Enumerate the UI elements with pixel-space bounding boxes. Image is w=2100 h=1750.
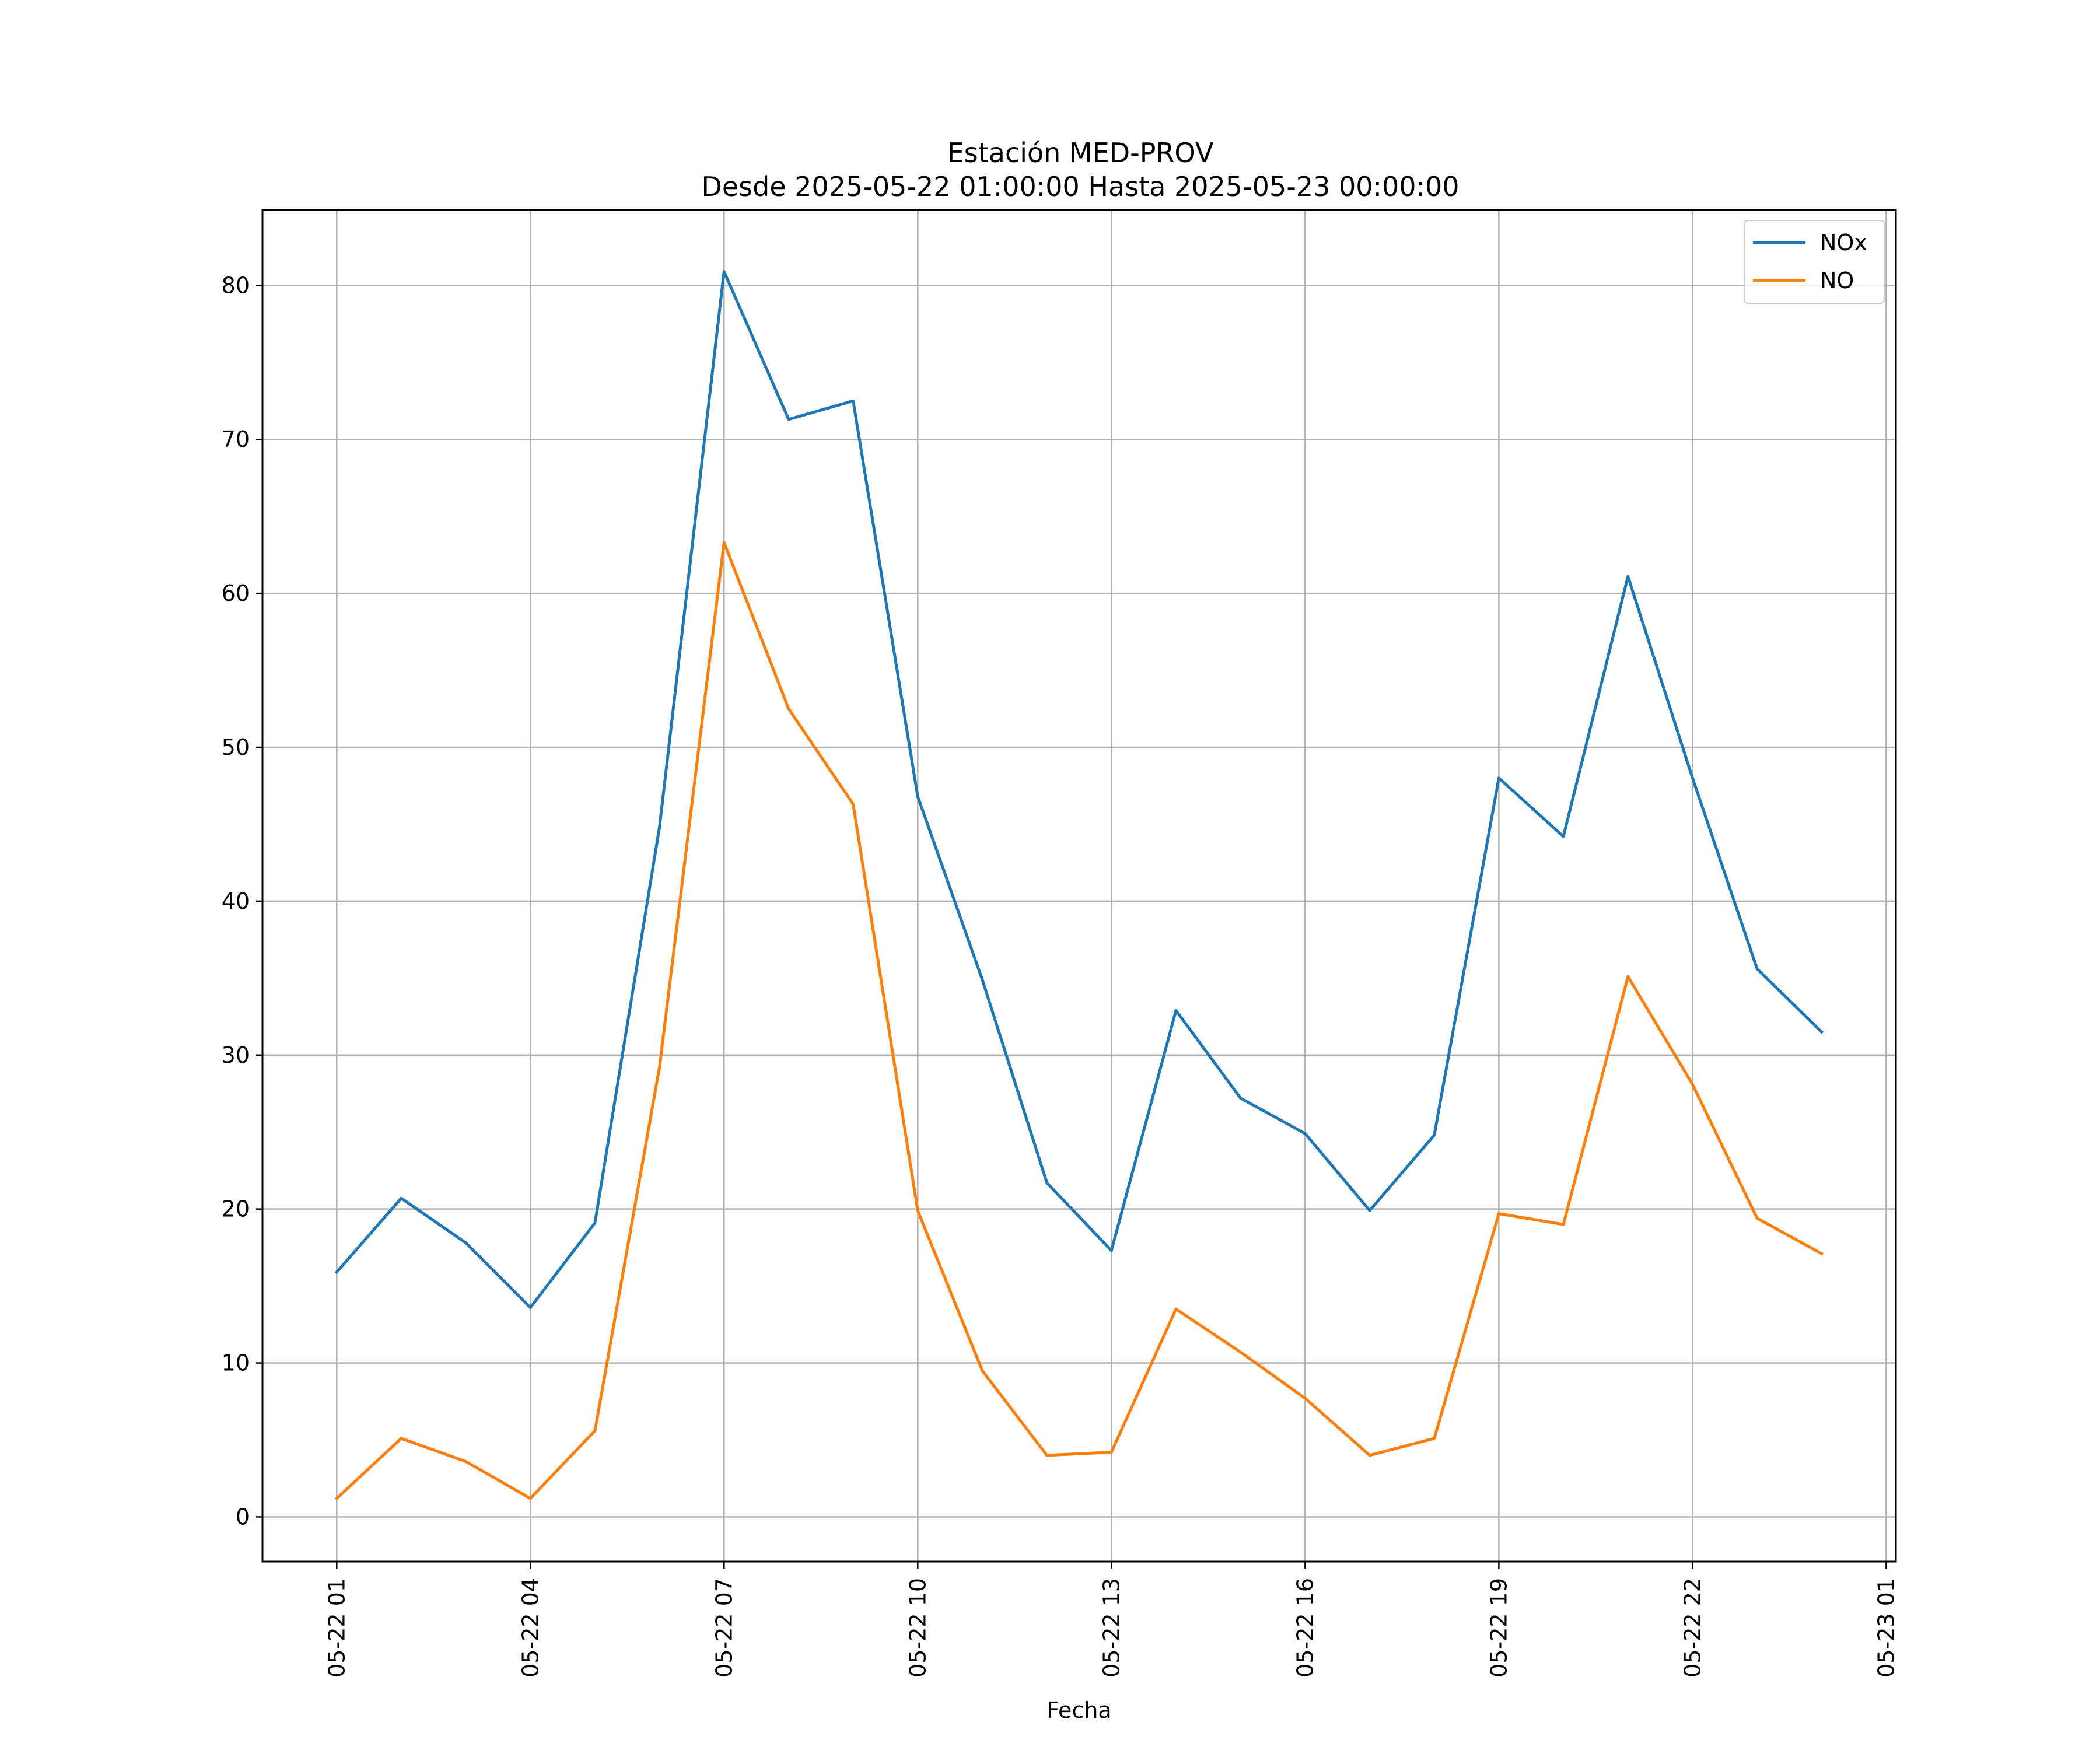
y-tick-label: 60 <box>222 580 250 606</box>
legend-label-no: NO <box>1820 268 1854 293</box>
legend-label-nox: NOx <box>1820 230 1867 256</box>
series-lines <box>334 270 1824 1501</box>
chart-title: Estación MED-PROV <box>947 137 1214 169</box>
y-tick-label: 10 <box>222 1350 250 1376</box>
x-tick-label: 05-22 16 <box>1292 1578 1318 1678</box>
x-tick-label: 05-22 07 <box>711 1578 737 1678</box>
legend: NOx NO <box>1744 220 1885 304</box>
chart-subtitle: Desde 2025-05-22 01:00:00 Hasta 2025-05-… <box>701 171 1459 202</box>
y-tick-label: 50 <box>222 734 250 760</box>
y-tick-label: 80 <box>222 272 250 298</box>
x-tick-label: 05-23 01 <box>1873 1578 1899 1678</box>
y-axis: 0 10 20 30 40 50 60 70 80 <box>222 272 262 1530</box>
x-tick-label: 05-22 10 <box>905 1578 930 1678</box>
x-tick-label: 05-22 19 <box>1486 1578 1511 1678</box>
plot-frame <box>261 209 1897 1563</box>
series-line-no <box>334 541 1824 1501</box>
y-tick-label: 40 <box>222 888 250 914</box>
y-tick-label: 70 <box>222 426 250 452</box>
x-axis-label: Fecha <box>1046 1698 1111 1723</box>
grid <box>262 210 1896 1562</box>
x-tick-label: 05-22 13 <box>1098 1578 1124 1678</box>
y-tick-label: 20 <box>222 1196 250 1222</box>
x-tick-label: 05-22 22 <box>1679 1578 1705 1678</box>
x-tick-label: 05-22 04 <box>517 1578 543 1678</box>
x-axis: 05-22 01 05-22 04 05-22 07 05-22 10 05-22 13… <box>324 1562 1899 1678</box>
x-tick-label: 05-22 01 <box>324 1578 349 1678</box>
y-tick-label: 30 <box>222 1042 250 1068</box>
y-tick-label: 0 <box>236 1504 250 1530</box>
series-line-nox <box>334 270 1824 1310</box>
